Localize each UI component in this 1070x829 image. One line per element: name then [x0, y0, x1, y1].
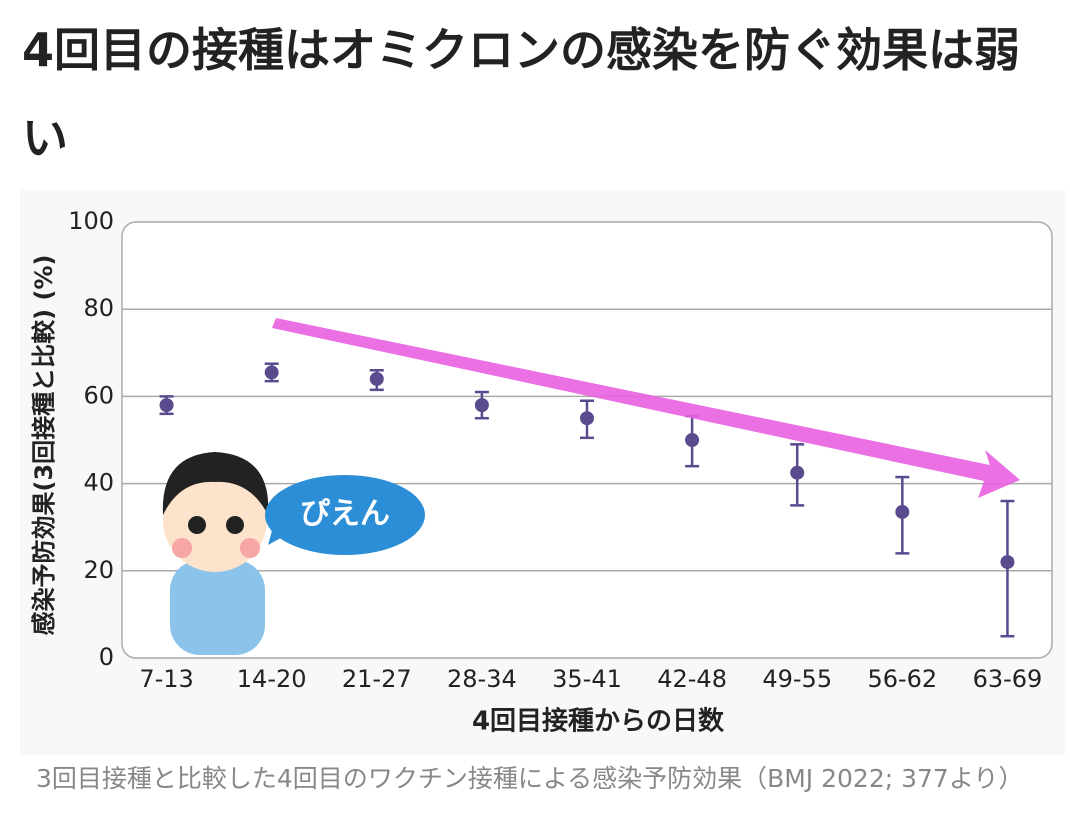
illustration: ぴえん — [162, 452, 425, 655]
x-tick-label: 42-48 — [657, 665, 727, 693]
x-tick-label: 21-27 — [342, 665, 412, 693]
y-tick-label: 80 — [83, 294, 114, 322]
x-axis-label: 4回目接種からの日数 — [472, 707, 725, 737]
x-tick-label: 63-69 — [973, 665, 1043, 693]
y-tick-label: 40 — [83, 469, 114, 497]
cheek — [240, 538, 260, 558]
point — [1000, 555, 1015, 570]
y-tick-label: 100 — [68, 207, 114, 235]
body — [170, 560, 265, 655]
chart: 0 20 40 60 80 100 7-13 14-20 21-27 28-34 35-41 42-4… — [30, 207, 1053, 737]
y-tick-label: 60 — [83, 381, 114, 409]
point — [159, 398, 174, 413]
eye — [188, 516, 206, 534]
caption: 3回目接種と比較した4回目のワクチン接種による感染予防効果（BMJ 2022; … — [36, 764, 1024, 793]
x-tick-label: 35-41 — [552, 665, 622, 693]
annotation: ぴえん — [300, 497, 390, 532]
bubble-tail — [268, 520, 295, 545]
point — [264, 365, 279, 380]
point — [895, 504, 910, 519]
x-tick-label: 28-34 — [447, 665, 517, 693]
point — [369, 371, 384, 386]
y-tick-label: 20 — [83, 556, 114, 584]
hair — [162, 452, 269, 515]
article-title: 4回目の接種はオミクロンの感染を防ぐ効果は弱い — [22, 23, 1021, 165]
x-tick-label: 56-62 — [867, 665, 937, 693]
point — [685, 433, 700, 447]
point — [580, 411, 594, 426]
x-tick-label: 7-13 — [139, 665, 193, 693]
speech-bubble — [265, 475, 425, 555]
eye — [226, 516, 244, 534]
point — [790, 465, 805, 480]
trend-arrow — [272, 318, 1020, 498]
point — [474, 398, 489, 413]
x-tick-label: 49-55 — [762, 665, 832, 693]
cheek — [172, 538, 192, 558]
x-tick-label: 14-20 — [237, 665, 307, 693]
y-tick-label: 0 — [99, 643, 114, 671]
y-axis-label: 感染予防効果(3回接種と比較) (%) — [30, 255, 58, 636]
